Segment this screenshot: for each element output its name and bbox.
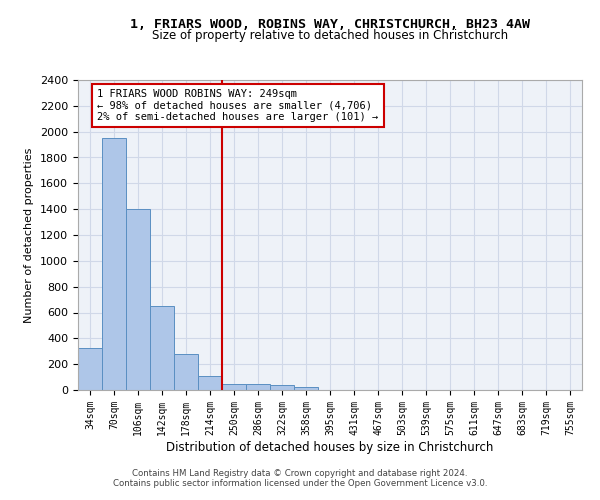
Text: Size of property relative to detached houses in Christchurch: Size of property relative to detached ho… [152,29,508,42]
Bar [78,348,102,390]
Bar [126,209,150,390]
Bar [102,138,126,390]
Bar [270,385,294,390]
Bar [174,354,198,390]
X-axis label: Distribution of detached houses by size in Christchurch: Distribution of detached houses by size … [166,440,494,454]
Y-axis label: Number of detached properties: Number of detached properties [25,148,34,322]
Bar [246,384,270,390]
Bar [222,384,246,390]
Text: Contains HM Land Registry data © Crown copyright and database right 2024.: Contains HM Land Registry data © Crown c… [132,468,468,477]
Text: Contains public sector information licensed under the Open Government Licence v3: Contains public sector information licen… [113,478,487,488]
Bar [150,306,174,390]
Bar [198,376,222,390]
Text: 1 FRIARS WOOD ROBINS WAY: 249sqm
← 98% of detached houses are smaller (4,706)
2%: 1 FRIARS WOOD ROBINS WAY: 249sqm ← 98% o… [97,89,379,122]
Text: 1, FRIARS WOOD, ROBINS WAY, CHRISTCHURCH, BH23 4AW: 1, FRIARS WOOD, ROBINS WAY, CHRISTCHURCH… [130,18,530,30]
Bar [294,387,318,390]
